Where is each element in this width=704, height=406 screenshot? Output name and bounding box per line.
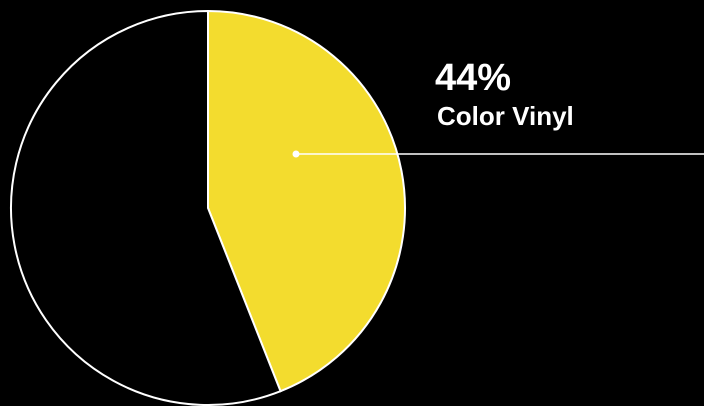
category-label: Color Vinyl [437, 101, 574, 131]
value-label: 44% [435, 57, 511, 99]
pie-slice [207, 9, 406, 393]
leader-dot [292, 150, 300, 158]
pie-slice [10, 9, 282, 406]
